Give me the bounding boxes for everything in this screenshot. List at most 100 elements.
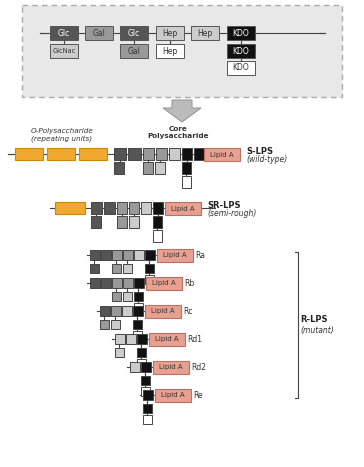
Bar <box>143 415 152 424</box>
FancyArrow shape <box>163 100 201 122</box>
Bar <box>134 250 144 260</box>
Bar <box>182 148 192 160</box>
Text: KDO: KDO <box>233 47 249 56</box>
Text: Glc: Glc <box>128 28 140 37</box>
Bar <box>79 148 107 160</box>
Bar <box>101 250 111 260</box>
Text: Gal: Gal <box>127 47 141 56</box>
Text: SR-LPS: SR-LPS <box>207 200 241 210</box>
Bar <box>117 216 127 228</box>
Bar <box>126 334 136 344</box>
Text: KDO: KDO <box>233 64 249 72</box>
Text: Rd2: Rd2 <box>191 362 206 372</box>
Bar <box>191 26 219 40</box>
Bar <box>155 389 191 402</box>
Text: Hep: Hep <box>162 47 178 56</box>
Bar <box>50 44 78 58</box>
Text: (semi-rough): (semi-rough) <box>207 208 256 218</box>
Bar <box>112 250 122 260</box>
Text: Lipid A: Lipid A <box>155 337 179 342</box>
Text: R-LPS: R-LPS <box>300 314 328 324</box>
Bar <box>123 278 133 288</box>
Bar <box>22 5 342 97</box>
Bar <box>111 320 120 329</box>
Text: Re: Re <box>193 390 203 399</box>
Bar <box>134 278 144 288</box>
Text: Lipid A: Lipid A <box>152 281 176 286</box>
Bar <box>134 303 143 312</box>
Text: Core
Polysaccharide: Core Polysaccharide <box>147 126 209 139</box>
Bar <box>85 26 113 40</box>
Bar <box>112 278 122 288</box>
Bar <box>146 277 182 290</box>
Text: Lipid A: Lipid A <box>161 392 185 398</box>
Text: KDO: KDO <box>233 28 249 37</box>
Bar <box>130 362 140 372</box>
Bar <box>137 359 146 368</box>
Bar <box>149 333 185 346</box>
Bar <box>153 361 189 374</box>
Bar <box>120 26 148 40</box>
Bar <box>100 306 110 316</box>
Text: S-LPS: S-LPS <box>246 147 273 156</box>
Bar <box>141 202 151 214</box>
Text: Rc: Rc <box>183 306 193 316</box>
Bar <box>112 264 121 273</box>
Bar <box>194 148 204 160</box>
Text: (wild-type): (wild-type) <box>246 155 287 163</box>
Bar <box>153 230 162 242</box>
Bar <box>111 306 121 316</box>
Text: Lipid A: Lipid A <box>163 253 187 259</box>
Bar <box>91 202 102 214</box>
Text: O-Polysaccharide
(repeating units): O-Polysaccharide (repeating units) <box>31 128 94 142</box>
Text: Ra: Ra <box>195 250 205 260</box>
Text: Rb: Rb <box>184 278 194 288</box>
Bar <box>104 202 115 214</box>
Bar <box>141 376 150 385</box>
Bar <box>90 264 99 273</box>
Bar <box>47 148 75 160</box>
Bar <box>137 348 146 357</box>
Bar <box>129 202 139 214</box>
Bar <box>55 202 85 214</box>
Bar <box>128 148 141 160</box>
Bar <box>182 162 191 174</box>
Bar <box>115 348 124 357</box>
Bar <box>156 26 184 40</box>
Bar <box>120 44 148 58</box>
Text: Hep: Hep <box>162 28 178 37</box>
Bar <box>145 275 154 284</box>
Bar <box>153 216 162 228</box>
Bar <box>145 264 154 273</box>
Bar <box>141 362 151 372</box>
Bar <box>157 249 193 262</box>
Bar <box>227 26 255 40</box>
Text: Lipid A: Lipid A <box>171 205 195 212</box>
Bar <box>133 331 142 340</box>
Bar <box>182 176 191 188</box>
Bar <box>143 404 152 413</box>
Bar <box>169 148 180 160</box>
Bar <box>145 305 181 318</box>
Bar <box>204 148 240 161</box>
Bar <box>114 148 126 160</box>
Bar <box>117 202 127 214</box>
Text: GlcNac: GlcNac <box>52 48 76 54</box>
Bar <box>156 44 184 58</box>
Text: (mutant): (mutant) <box>300 326 334 335</box>
Bar <box>123 250 133 260</box>
Bar <box>141 387 150 396</box>
Bar <box>90 250 100 260</box>
Bar <box>90 278 100 288</box>
Bar <box>145 250 155 260</box>
Text: Lipid A: Lipid A <box>210 151 234 157</box>
Bar <box>91 216 101 228</box>
Bar <box>134 292 143 301</box>
Bar <box>165 202 201 215</box>
Text: Rd1: Rd1 <box>187 334 202 344</box>
Bar <box>123 264 132 273</box>
Bar <box>133 306 143 316</box>
Bar <box>155 162 165 174</box>
Bar <box>133 320 142 329</box>
Bar <box>153 202 163 214</box>
